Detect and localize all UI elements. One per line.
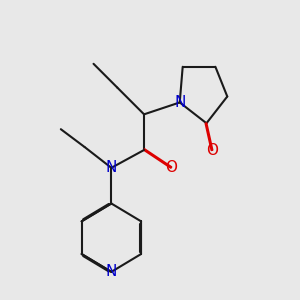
Text: N: N	[106, 264, 117, 279]
Text: O: O	[165, 160, 177, 175]
Text: N: N	[106, 160, 117, 175]
Text: N: N	[174, 95, 185, 110]
Text: O: O	[206, 142, 218, 158]
